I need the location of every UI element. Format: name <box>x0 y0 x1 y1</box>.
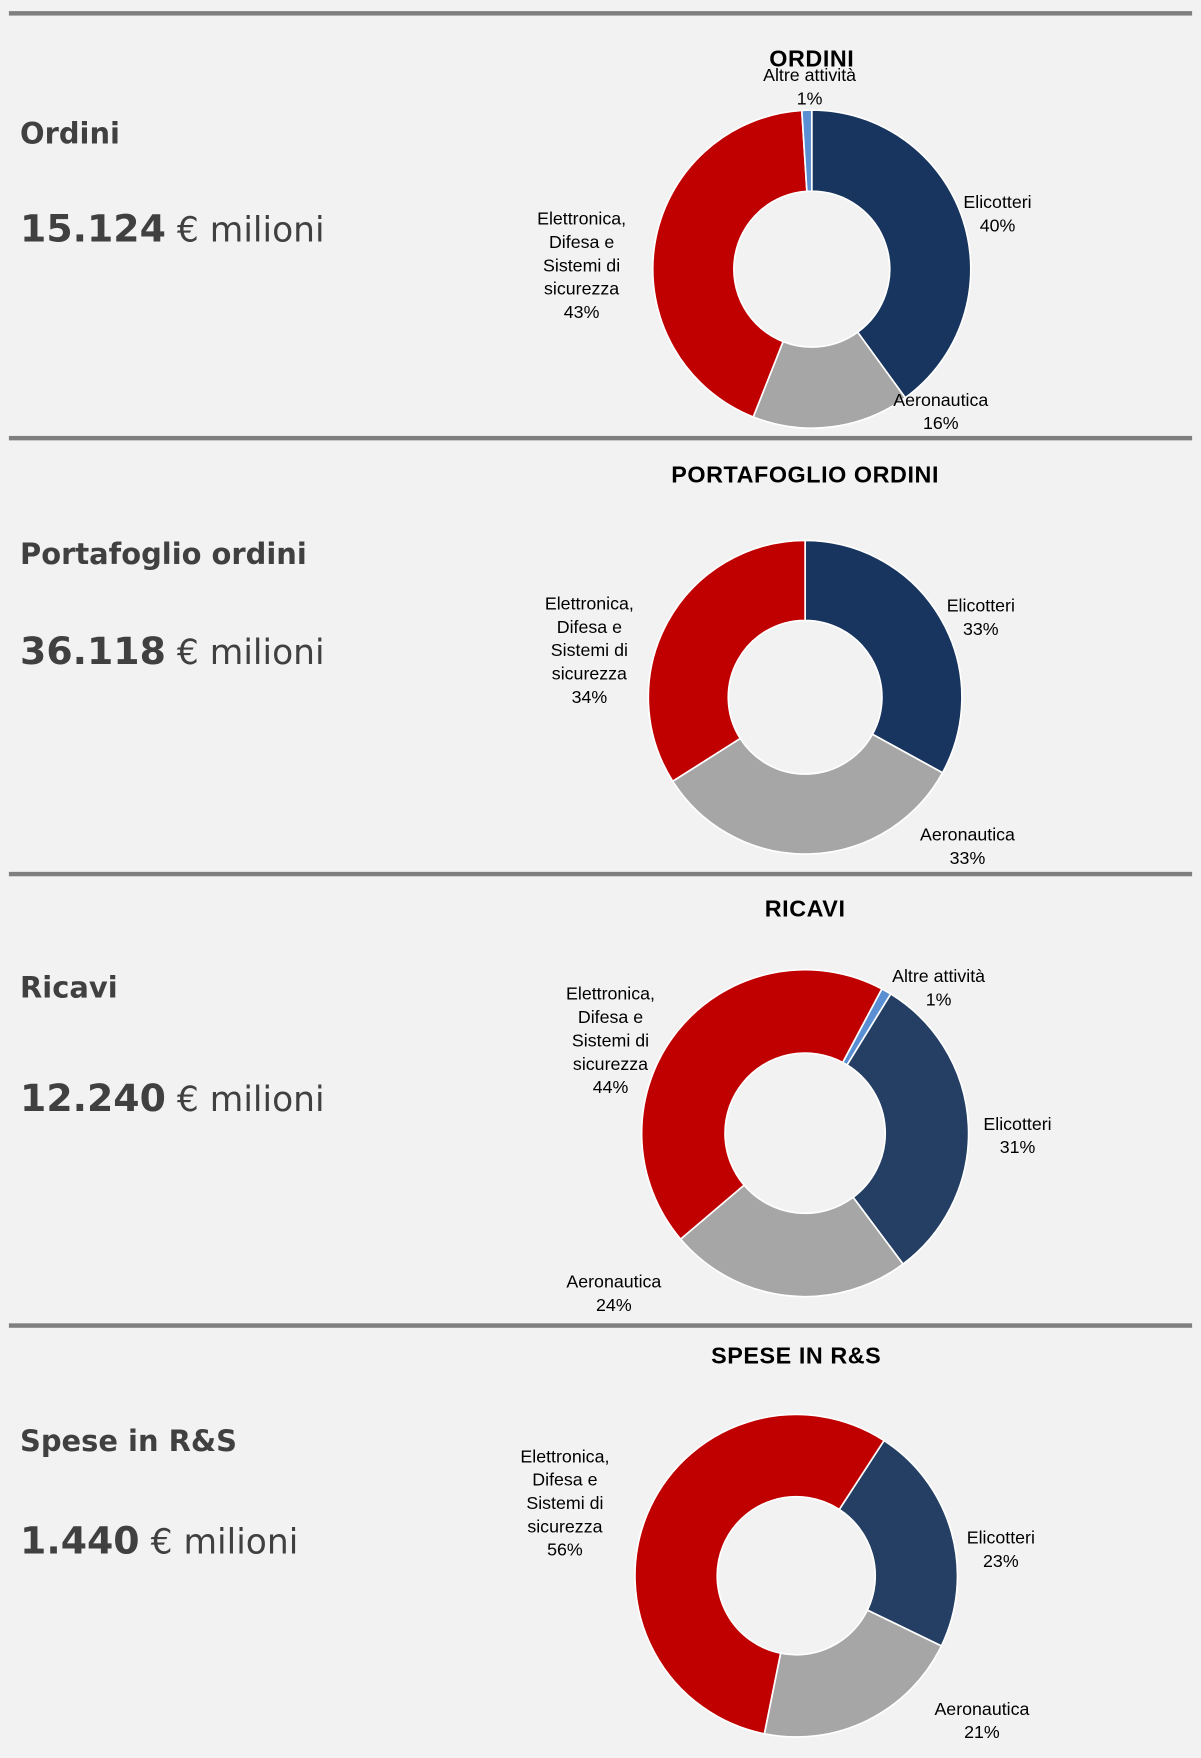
slice-label: Elettronica, Difesa e Sistemi di sicurez… <box>526 208 637 325</box>
donut-slice <box>763 1609 943 1738</box>
donut-slice <box>679 1183 905 1298</box>
unit: € milioni <box>150 1522 299 1563</box>
slice-label: Aeronautica 21% <box>921 1698 1043 1745</box>
category: Elicotteri <box>946 597 1015 617</box>
category: Elettronica, Difesa e Sistemi di sicurez… <box>565 985 656 1075</box>
slice-label: Altre attività 1% <box>737 64 882 111</box>
panel-label: Ordini <box>20 117 120 152</box>
value-label: 23% <box>983 1552 1019 1572</box>
panel: Ordini 15.124 € milioni ORDINI Elicotteri 40… <box>8 11 1193 436</box>
slice-label: Elettronica, Difesa e Sistemi di sicurez… <box>509 1446 620 1563</box>
category: Elicotteri <box>966 1529 1035 1548</box>
donut-slice <box>838 1439 959 1648</box>
category: Aeronautica <box>566 1273 662 1293</box>
slice-label: Elicotteri 31% <box>967 1113 1067 1160</box>
donut-slice <box>671 733 944 855</box>
value-label: 33% <box>963 620 999 640</box>
category: Altre attività <box>892 967 986 987</box>
donut-chart <box>634 1413 959 1738</box>
slice-label: Aeronautica 16% <box>880 389 1002 436</box>
category: Aeronautica <box>893 391 989 411</box>
donut-chart <box>640 968 970 1298</box>
chart-title: PORTAFOGLIO ORDINI <box>671 462 939 489</box>
value-label: 24% <box>596 1296 632 1316</box>
value-label: 56% <box>547 1541 583 1561</box>
panel: Spese in R&S 1.440 € milioni SPESE IN R&S E… <box>8 1323 1193 1758</box>
value-label: 40% <box>979 216 1016 236</box>
chart-title: SPESE IN R&S <box>711 1343 882 1369</box>
category: Aeronautica <box>934 1700 1030 1720</box>
amount: 36.118 <box>20 629 166 674</box>
category: Elicotteri <box>983 1115 1052 1135</box>
chart-title: ORDINI <box>769 46 855 73</box>
value-label: 34% <box>571 688 608 708</box>
panel-value: 1.440 € milioni <box>20 1519 298 1563</box>
category: Altre attività <box>763 66 857 86</box>
panel-label: Ricavi <box>20 971 118 1006</box>
value-label: 31% <box>999 1138 1036 1158</box>
donut-slice <box>651 109 808 419</box>
donut-slice <box>810 109 972 399</box>
slice-label: Elettronica, Difesa e Sistemi di sicurez… <box>534 593 645 710</box>
donut-slice <box>845 992 970 1266</box>
slice-label: Elicotteri 40% <box>947 191 1047 238</box>
category: Aeronautica <box>919 826 1015 846</box>
panel-value: 36.118 € milioni <box>20 629 325 673</box>
panel-label: Spese in R&S <box>20 1425 237 1459</box>
donut-slice <box>640 968 883 1241</box>
donut-slice <box>804 539 963 774</box>
amount: 12.240 <box>20 1076 166 1121</box>
value-label: 43% <box>563 303 600 323</box>
unit: € milioni <box>176 632 325 673</box>
slice-label: Elicotteri 33% <box>931 595 1031 642</box>
donut-chart <box>647 539 963 855</box>
value-label: 1% <box>925 990 952 1010</box>
category: Elettronica, Difesa e Sistemi di sicurez… <box>520 1447 610 1537</box>
donut-slice <box>800 109 813 193</box>
donut-slice <box>647 539 806 783</box>
panel-value: 15.124 € milioni <box>20 207 325 251</box>
value-label: 1% <box>796 90 823 109</box>
category: Elettronica, Difesa e Sistemi di sicurez… <box>537 210 627 300</box>
value-label: 21% <box>964 1723 1000 1743</box>
value-label: 44% <box>592 1078 629 1098</box>
slice-label: Elettronica, Difesa e Sistemi di sicurez… <box>555 983 666 1100</box>
slice-label: Altre attività 1% <box>866 965 1011 1012</box>
slice-label: Aeronautica 33% <box>906 824 1028 871</box>
panel-value: 12.240 € milioni <box>20 1076 325 1120</box>
amount: 15.124 <box>20 206 166 252</box>
category: Elicotteri <box>963 193 1032 213</box>
slice-label: Aeronautica 24% <box>553 1271 675 1318</box>
slice-label: Elicotteri 23% <box>951 1527 1051 1574</box>
donut-slice <box>752 330 907 429</box>
donut-slice <box>634 1413 886 1735</box>
panel: Ricavi 12.240 € milioni RICAVI Altre attivi… <box>8 871 1193 1324</box>
unit: € milioni <box>176 210 325 251</box>
amount: 1.440 <box>20 1519 140 1564</box>
category: Elettronica, Difesa e Sistemi di sicurez… <box>544 594 634 684</box>
chart-title: RICAVI <box>764 896 846 922</box>
unit: € milioni <box>176 1079 325 1120</box>
donut-chart <box>651 109 972 429</box>
value-label: 16% <box>922 414 959 434</box>
panel-label: Portafoglio ordini <box>20 538 307 572</box>
panel: Portafoglio ordini 36.118 € milioni PORTAF… <box>8 435 1193 872</box>
value-label: 33% <box>949 849 986 869</box>
